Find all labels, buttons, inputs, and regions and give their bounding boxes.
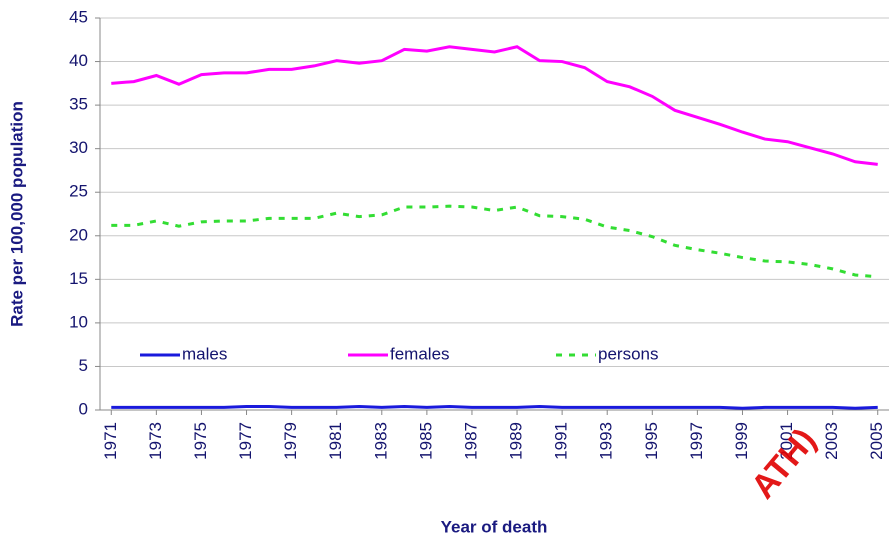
- legend-label: persons: [598, 344, 658, 363]
- x-tick-label: 1981: [326, 422, 345, 460]
- series-line: [111, 204, 878, 279]
- y-tick-label: 25: [69, 182, 88, 201]
- x-tick-label: 1991: [552, 422, 571, 460]
- x-tick-label: 1995: [642, 422, 661, 460]
- series-line: [111, 45, 878, 166]
- x-tick-label: 1975: [191, 422, 210, 460]
- x-tick-label: 1983: [371, 422, 390, 460]
- legend-label: males: [182, 344, 227, 363]
- y-axis-title: Rate per 100,000 population: [7, 101, 26, 327]
- y-tick-label: 5: [79, 356, 88, 375]
- x-tick-label: 1971: [101, 422, 120, 460]
- x-tick-label: 1987: [461, 422, 480, 460]
- x-tick-label: 1989: [507, 422, 526, 460]
- x-tick-label: 1997: [687, 422, 706, 460]
- series-line: [111, 405, 878, 410]
- x-tick-label: 2001: [777, 422, 796, 460]
- x-tick-label: 1985: [416, 422, 435, 460]
- y-tick-label: 10: [69, 312, 88, 331]
- y-tick-label: 0: [79, 399, 88, 418]
- x-tick-label: 1977: [236, 422, 255, 460]
- x-tick-label: 1973: [146, 422, 165, 460]
- x-tick-label: 1979: [281, 422, 300, 460]
- x-axis-title: Year of death: [441, 517, 548, 536]
- y-tick-label: 40: [69, 51, 88, 70]
- annotation: ATH): [744, 421, 824, 506]
- y-tick-label: 35: [69, 95, 88, 114]
- legend-label: females: [390, 344, 450, 363]
- y-tick-label: 15: [69, 269, 88, 288]
- y-tick-label: 20: [69, 225, 88, 244]
- x-tick-label: 1993: [597, 422, 616, 460]
- y-tick-label: 30: [69, 138, 88, 157]
- y-tick-label: 45: [69, 7, 88, 26]
- x-tick-label: 2005: [867, 422, 886, 460]
- x-tick-label: 1999: [732, 422, 751, 460]
- x-tick-label: 2003: [822, 422, 841, 460]
